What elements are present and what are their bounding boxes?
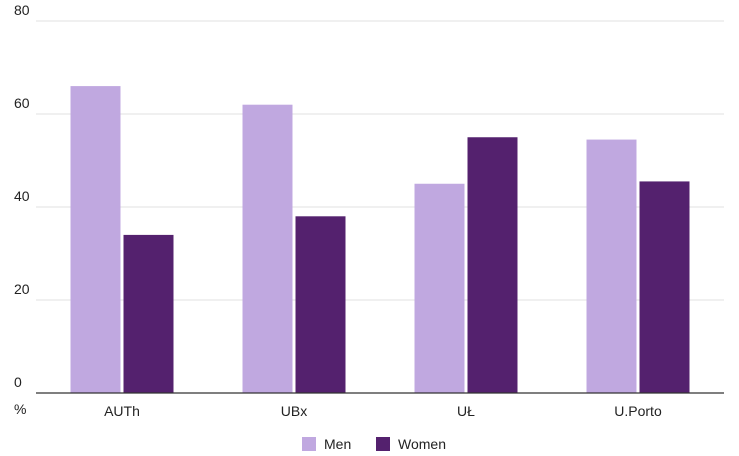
bar-women-0 [123,234,174,393]
bar-men-3 [586,139,637,393]
bar-women-2 [467,137,518,393]
legend-label-women: Women [398,436,446,452]
legend: Men Women [302,436,446,452]
legend-swatch-men [302,437,316,451]
y-axis-unit: % [14,401,26,417]
bar-men-0 [70,86,121,393]
legend-swatch-women [376,437,390,451]
y-tick-label: 40 [14,188,30,204]
bar-men-2 [414,183,465,393]
y-tick-label: 60 [14,95,30,111]
y-axis-ticks: 0 20 40 60 80 [14,2,30,390]
bar-men-1 [242,104,293,393]
x-tick-label: AUTh [104,403,140,419]
bar-women-3 [639,181,690,393]
y-tick-label: 20 [14,281,30,297]
x-tick-label: UŁ [457,403,475,419]
x-axis-ticks: AUTh UBx UŁ U.Porto [104,403,662,419]
bar-women-1 [295,216,346,393]
y-tick-label: 80 [14,2,30,18]
bars [70,86,690,393]
x-tick-label: U.Porto [614,403,662,419]
y-tick-label: 0 [14,374,22,390]
legend-label-men: Men [324,436,351,452]
x-tick-label: UBx [281,403,307,419]
